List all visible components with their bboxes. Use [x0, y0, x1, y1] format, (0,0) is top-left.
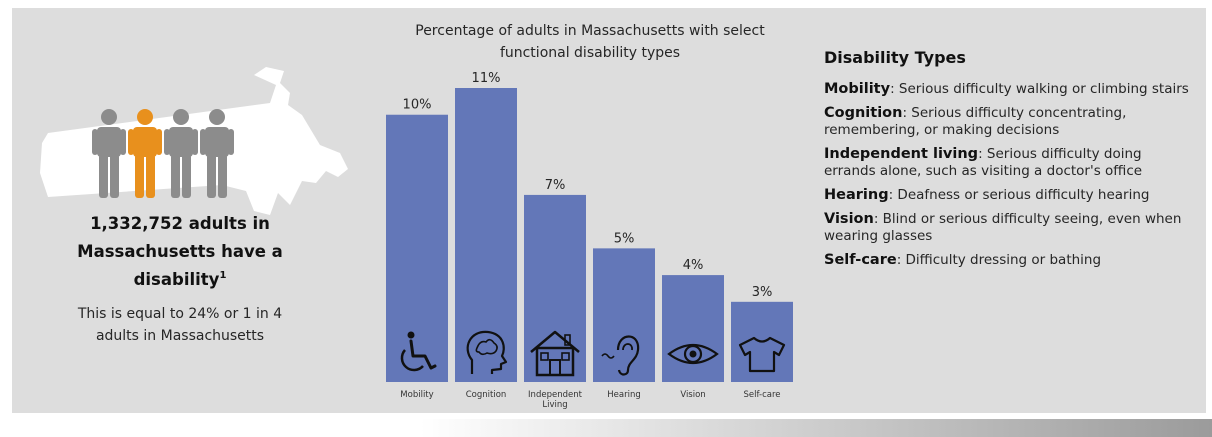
type-term: Cognition	[824, 105, 903, 121]
person-icon-highlighted	[128, 109, 162, 198]
bar-vision	[662, 275, 724, 382]
type-definition: : Difficulty dressing or bathing	[896, 252, 1102, 268]
footnote-mark: 1	[219, 270, 227, 281]
chart-title: Percentage of adults in Massachusetts wi…	[360, 20, 820, 64]
type-item-independent-living: Independent living: Serious difficulty d…	[824, 146, 1196, 180]
house-icon	[530, 330, 580, 377]
type-term: Mobility	[824, 81, 891, 97]
type-definition: : Serious difficulty concentrating, reme…	[824, 105, 1127, 138]
chart-title-line-2: functional disability types	[499, 45, 681, 61]
headline-line-3: disability1	[30, 266, 330, 294]
category-label: Cognition	[466, 390, 507, 400]
type-term: Vision	[824, 211, 874, 227]
category-label: Self-care	[743, 390, 780, 400]
eye-icon	[667, 343, 719, 365]
subtext-line-1: This is equal to 24% or 1 in 4	[77, 306, 283, 322]
type-item-mobility: Mobility: Serious difficulty walking or …	[824, 81, 1196, 98]
type-item-hearing: Hearing: Deafness or serious difficulty …	[824, 187, 1196, 204]
type-item-self-care: Self-care: Difficulty dressing or bathin…	[824, 252, 1196, 269]
bar-value-label: 11%	[472, 71, 501, 86]
head-brain-icon	[466, 330, 508, 374]
bar-mobility	[386, 114, 448, 383]
ear-icon	[601, 335, 640, 376]
disability-types-heading: Disability Types	[824, 48, 966, 67]
bar-value-label: 4%	[683, 258, 704, 273]
bar-cognition	[455, 88, 517, 382]
person-icon	[92, 109, 126, 198]
headline-disability: disability	[133, 270, 220, 289]
bottom-gradient-strip	[420, 419, 1212, 437]
type-term: Hearing	[824, 187, 889, 203]
disability-types-legend: Disability Types Mobility: Serious diffi…	[824, 48, 1196, 276]
bar-value-label: 10%	[403, 98, 432, 113]
bar-value-label: 7%	[545, 178, 566, 193]
person-icon	[164, 109, 198, 198]
bar-value-label: 5%	[614, 231, 635, 246]
subtext-line-2: adults in Massachusetts	[95, 328, 265, 344]
type-definition: : Serious difficulty walking or climbing…	[890, 81, 1189, 97]
category-label: Living	[542, 400, 567, 410]
type-term: Self-care	[824, 252, 897, 268]
category-label: Mobility	[400, 390, 433, 400]
type-item-vision: Vision: Blind or serious difficulty seei…	[824, 211, 1196, 245]
bar-chart: 10% Mobility 11% Cognition 7% IndependentLivi…	[386, 71, 793, 410]
headline-line-1: 1,332,752 adults in	[90, 214, 270, 233]
category-label: Vision	[680, 390, 705, 400]
type-definition: : Serious difficulty doing errands alone…	[824, 146, 1143, 179]
wheelchair-icon	[400, 331, 437, 372]
people-icons	[92, 109, 234, 198]
chart-title-line-1: Percentage of adults in Massachusetts wi…	[415, 23, 765, 39]
category-label: Independent	[528, 390, 583, 400]
type-term: Independent living	[824, 146, 979, 162]
bar-hearing	[593, 248, 655, 382]
bar-independent-living	[524, 194, 586, 382]
type-definition: : Deafness or serious difficulty hearing	[888, 187, 1150, 203]
headline-line-2: Massachusetts have a	[77, 242, 283, 261]
type-definition: : Blind or serious difficulty seeing, ev…	[824, 211, 1182, 244]
bar-value-label: 3%	[752, 285, 773, 300]
shirt-icon	[738, 336, 786, 373]
category-label: Hearing	[607, 390, 640, 400]
type-item-cognition: Cognition: Serious difficulty concentrat…	[824, 105, 1196, 139]
person-icon	[200, 109, 234, 198]
